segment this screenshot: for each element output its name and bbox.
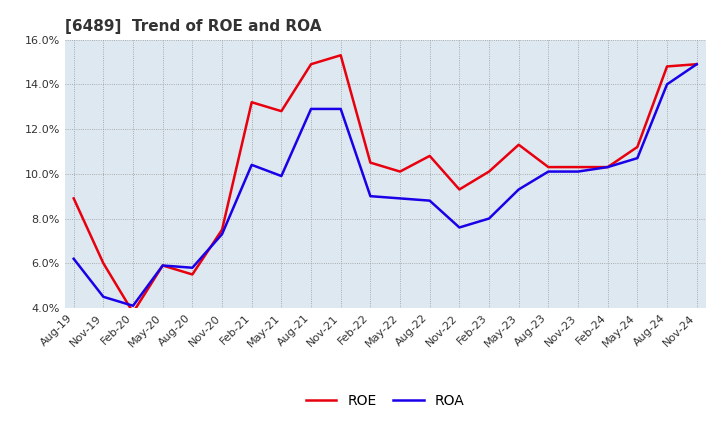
ROA (544, 169, 553, 174)
ROE (396, 169, 405, 174)
ROA (336, 106, 345, 112)
ROE (158, 263, 167, 268)
ROE (366, 160, 374, 165)
ROE (248, 99, 256, 105)
ROA (693, 62, 701, 67)
ROA (307, 106, 315, 112)
ROA (99, 294, 108, 300)
ROA (485, 216, 493, 221)
ROA (158, 263, 167, 268)
ROE (188, 272, 197, 277)
ROE (426, 153, 434, 158)
ROE (693, 62, 701, 67)
ROA (426, 198, 434, 203)
ROE (129, 310, 138, 315)
ROE (662, 64, 671, 69)
ROA (603, 165, 612, 170)
ROA (455, 225, 464, 230)
Legend: ROE, ROA: ROE, ROA (300, 389, 470, 414)
ROA (188, 265, 197, 270)
ROE (455, 187, 464, 192)
ROA (277, 173, 286, 179)
Line: ROA: ROA (73, 64, 697, 306)
ROE (544, 165, 553, 170)
Text: [6489]  Trend of ROE and ROA: [6489] Trend of ROE and ROA (65, 19, 321, 34)
ROA (129, 303, 138, 308)
ROE (277, 109, 286, 114)
ROE (603, 165, 612, 170)
ROE (633, 144, 642, 150)
ROA (366, 194, 374, 199)
ROA (248, 162, 256, 168)
ROA (662, 82, 671, 87)
ROA (633, 155, 642, 161)
ROE (217, 227, 226, 232)
ROE (336, 53, 345, 58)
Line: ROE: ROE (73, 55, 697, 312)
ROE (307, 62, 315, 67)
ROA (396, 196, 405, 201)
ROA (574, 169, 582, 174)
ROE (485, 169, 493, 174)
ROA (69, 256, 78, 261)
ROE (574, 165, 582, 170)
ROA (217, 231, 226, 237)
ROE (99, 260, 108, 266)
ROE (514, 142, 523, 147)
ROE (69, 196, 78, 201)
ROA (514, 187, 523, 192)
